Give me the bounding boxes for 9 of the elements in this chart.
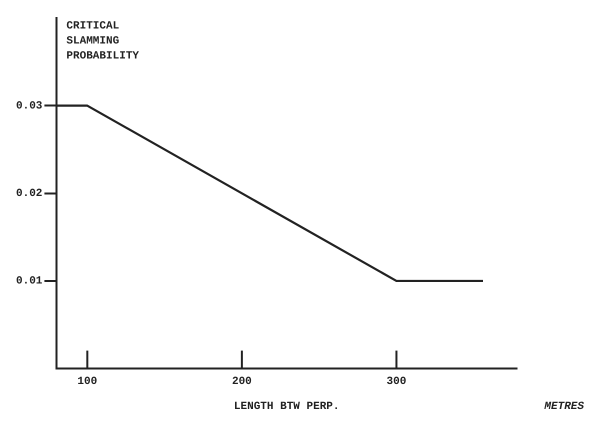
y-tick-label: 0.03 <box>16 100 43 112</box>
y-tick-label: 0.02 <box>16 188 42 200</box>
x-tick-label: 100 <box>77 376 98 388</box>
y-axis-title: CRITICAL SLAMMING PROBABILITY <box>66 20 140 62</box>
x-axis-title: LENGTH BTW PERP. <box>234 401 340 414</box>
x-tick-label: 300 <box>386 376 406 388</box>
x-tick-label: 200 <box>232 376 252 388</box>
y-tick-label: 0.01 <box>16 276 43 288</box>
text: METRES <box>543 400 584 413</box>
